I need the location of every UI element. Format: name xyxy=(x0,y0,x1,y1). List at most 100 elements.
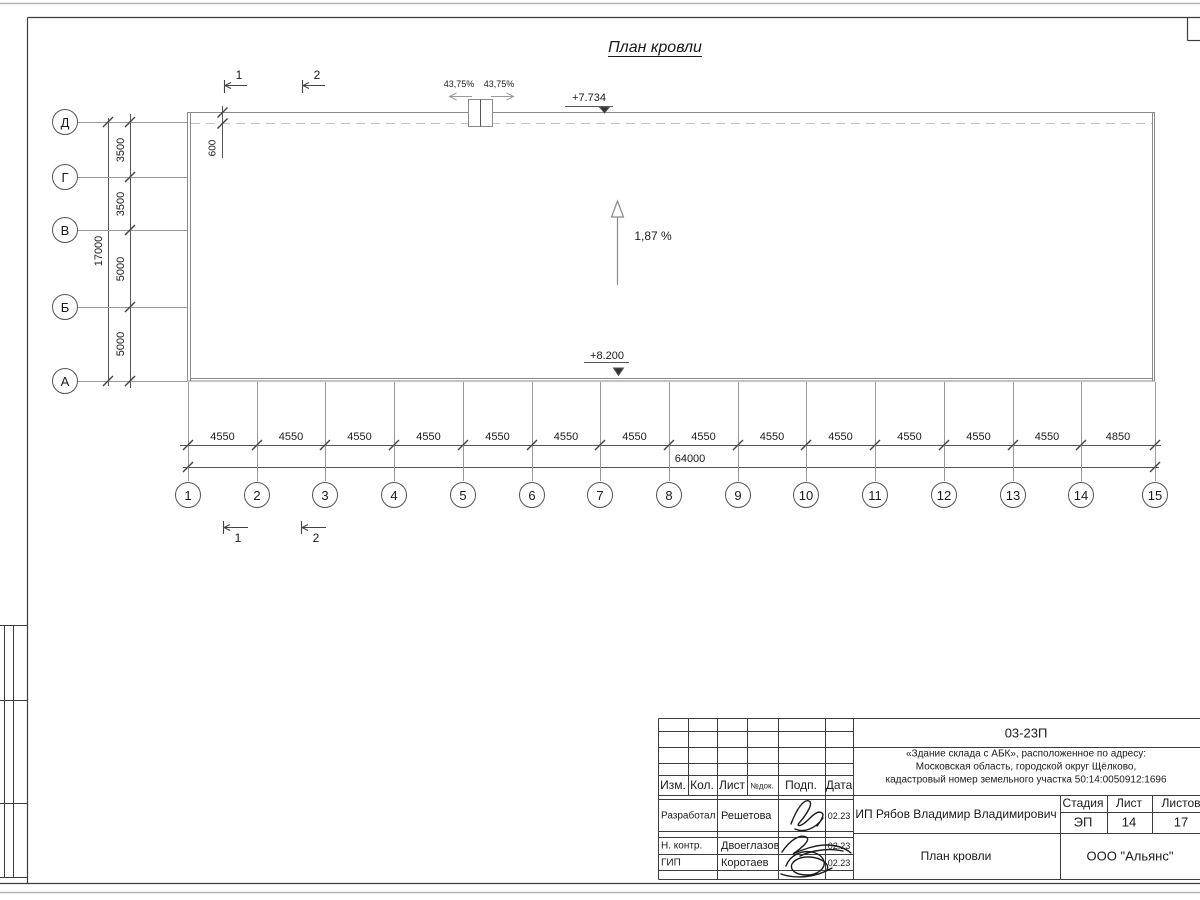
column-header-podp: Подп. xyxy=(785,778,817,792)
sheet-title: План кровли xyxy=(920,849,992,863)
overhang-dim-label: 600 xyxy=(207,139,219,157)
col-axis-bubble-7: 7 xyxy=(587,482,613,508)
dimension-tick xyxy=(182,461,194,473)
row-axis-bubble-Б: Б xyxy=(52,294,78,320)
dimension-tick xyxy=(124,171,136,183)
dimension-tick xyxy=(1149,439,1161,451)
roof-hatch-detail xyxy=(468,99,493,127)
section-mark-top-2: 2 xyxy=(313,68,321,82)
project-address-line-2: Московская область, городской округ Щёлк… xyxy=(915,761,1137,773)
dimension-tick xyxy=(1075,439,1087,451)
document-number: 03-23П xyxy=(1004,725,1048,741)
signatures xyxy=(780,800,852,878)
dimension-tick xyxy=(663,439,675,451)
section-mark-bottom-2: 2 xyxy=(312,531,320,545)
signer-name: Решетова xyxy=(721,810,772,822)
col-axis-bubble-4: 4 xyxy=(381,482,407,508)
section-mark-bottom-1: 1 xyxy=(234,531,242,545)
column-header-list: Лист xyxy=(718,778,746,792)
dimension-tick xyxy=(869,439,881,451)
signer-name: Коротаев xyxy=(721,857,769,869)
generated-axis-linework xyxy=(78,116,1161,481)
col-dimension-label: 4550 xyxy=(759,431,785,443)
dimension-tick xyxy=(457,439,469,451)
dimension-tick xyxy=(251,439,263,451)
signer-date: 02.23 xyxy=(827,841,851,851)
sheets-total: 17 xyxy=(1173,814,1189,830)
row-axis-bubble-Г: Г xyxy=(52,164,78,190)
ridge-slope-label-right: 43,75% xyxy=(483,79,515,89)
section-mark-top-1: 1 xyxy=(235,68,243,82)
dimension-tick xyxy=(102,375,114,387)
row-dimension-label: 3500 xyxy=(115,137,127,162)
dimension-tick xyxy=(732,439,744,451)
signer-date: 02.23 xyxy=(827,858,851,868)
row-dimension-label: 3500 xyxy=(115,191,127,216)
client-name: ИП Рябов Владимир Владимирович xyxy=(855,807,1057,821)
dimension-tick xyxy=(388,439,400,451)
col-axis-bubble-5: 5 xyxy=(450,482,476,508)
roof-outline xyxy=(187,112,1155,382)
side-stamp-grid xyxy=(0,625,27,878)
col-axis-bubble-3: 3 xyxy=(312,482,338,508)
title-block-grid xyxy=(658,718,1200,880)
col-axis-bubble-10: 10 xyxy=(793,482,819,508)
row-dimension-label: 5000 xyxy=(115,331,127,357)
dimension-tick xyxy=(124,224,136,236)
elevation-leaders xyxy=(565,106,629,377)
dimension-tick xyxy=(594,439,606,451)
signer-role: Разработал xyxy=(661,810,716,822)
col-axis-bubble-8: 8 xyxy=(656,482,682,508)
project-address-line-3: кадастровый номер земельного участка 50:… xyxy=(885,774,1167,786)
col-axis-bubble-15: 15 xyxy=(1142,482,1168,508)
sheet-label: Лист xyxy=(1115,796,1143,810)
signer-name: Двоеглазов xyxy=(721,840,780,852)
column-header-izm: Изм. xyxy=(660,778,686,792)
col-dimension-label: 4550 xyxy=(416,431,441,443)
dimension-tick xyxy=(102,116,114,128)
dimension-tick xyxy=(526,439,538,451)
dimension-tick xyxy=(124,375,136,387)
dimension-tick xyxy=(182,439,194,451)
elevation-bottom-label: +8.200 xyxy=(590,350,624,362)
dimension-tick xyxy=(124,116,136,128)
stage-value: ЭП xyxy=(1073,814,1093,830)
slope-arrow xyxy=(610,199,625,285)
section-marks xyxy=(222,80,326,534)
dimension-tick xyxy=(1007,439,1019,451)
signer-role: ГИП xyxy=(661,857,681,869)
elevation-top-label: +7.734 xyxy=(572,92,606,104)
overhang-dim-ticks xyxy=(217,107,228,129)
col-axis-bubble-1: 1 xyxy=(175,482,201,508)
col-dimension-label: 4550 xyxy=(553,431,579,443)
col-dimension-label: 4550 xyxy=(691,431,716,443)
slope-label: 1,87 % xyxy=(634,229,672,243)
signer-date: 02.23 xyxy=(827,811,851,821)
dimension-tick xyxy=(800,439,812,451)
row-axis-bubble-Д: Д xyxy=(52,109,78,135)
column-header-data: Дата xyxy=(825,778,853,792)
col-dimension-label: 4550 xyxy=(347,431,372,443)
col-dimension-label: 4550 xyxy=(278,431,304,443)
row-axis-bubble-В: В xyxy=(52,217,78,243)
sheet-number: 14 xyxy=(1121,814,1137,830)
col-axis-bubble-13: 13 xyxy=(1000,482,1026,508)
row-dimension-label: 5000 xyxy=(115,256,127,281)
drawing-title: План кровли xyxy=(608,39,702,56)
col-dimension-label: 4550 xyxy=(966,431,991,443)
col-axis-bubble-11: 11 xyxy=(862,482,888,508)
col-axis-bubble-6: 6 xyxy=(519,482,545,508)
signer-role: Н. контр. xyxy=(661,840,703,852)
ridge-slope-label-left: 43,75% xyxy=(443,79,475,89)
col-dimension-label: 4550 xyxy=(622,431,647,443)
column-header-doc: №док. xyxy=(750,781,774,791)
dimension-tick xyxy=(124,301,136,313)
col-dimension-label: 4850 xyxy=(1105,431,1131,443)
company-name: ООО "Альянс" xyxy=(1086,848,1174,864)
col-dimension-label: 4550 xyxy=(828,431,853,443)
col-dimension-label: 4550 xyxy=(210,431,235,443)
col-axis-bubble-9: 9 xyxy=(725,482,751,508)
